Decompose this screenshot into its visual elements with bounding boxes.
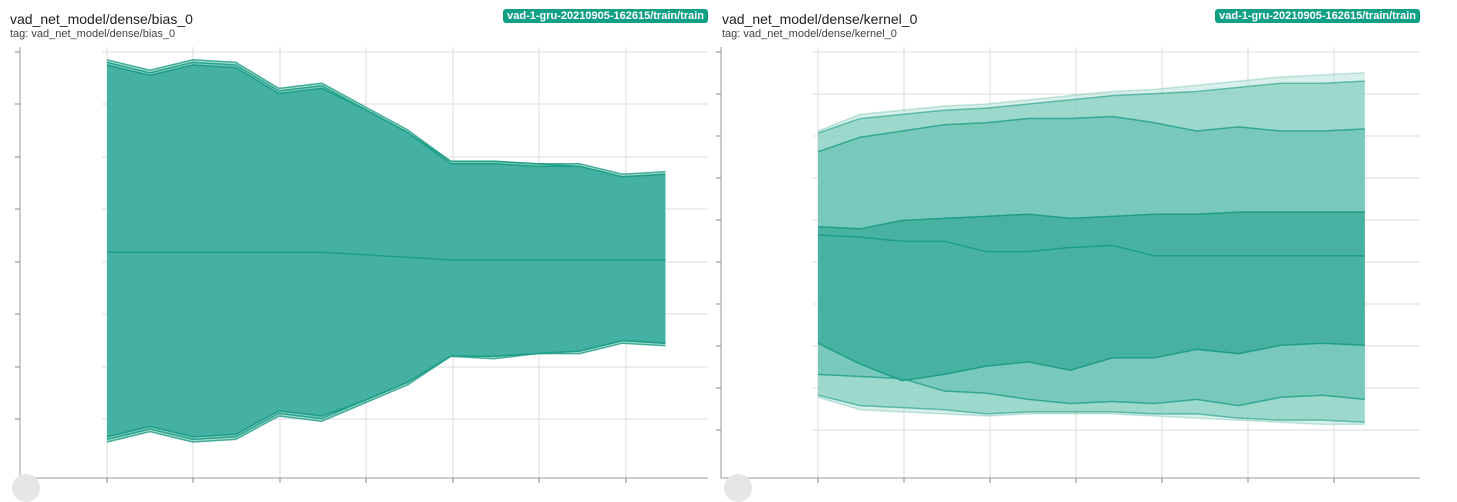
chart-title: vad_net_model/dense/bias_0	[10, 11, 193, 27]
band-edge-p84_p16-upper	[817, 115, 1365, 153]
band-edge-max_min-upper	[106, 59, 666, 175]
band-edge-p84_p16-lower	[817, 373, 1365, 407]
band-edge-max_min-lower	[817, 396, 1365, 426]
kernel-chart-card: vad_net_model/dense/kernel_0 tag: vad_ne…	[712, 0, 1420, 502]
median-line	[817, 234, 1365, 257]
band-edge-p69_p31-lower	[817, 342, 1365, 382]
band-p84_p16	[107, 65, 666, 437]
kernel-distribution-chart	[716, 47, 1420, 483]
band-edge-p69_p31-upper	[817, 211, 1365, 230]
band-p69_p31	[818, 212, 1365, 381]
band-edge-p84_p16-upper	[106, 64, 666, 178]
run-chip[interactable]: vad-1-gru-20210905-162615/train/train	[1215, 9, 1420, 23]
median-line	[107, 251, 666, 261]
expand-icon[interactable]	[12, 474, 40, 502]
band-edge-max_min-lower	[106, 342, 666, 443]
expand-icon[interactable]	[724, 474, 752, 502]
bias-chart-card: vad_net_model/dense/bias_0 tag: vad_net_…	[0, 0, 708, 502]
band-edge-p84_p16-lower	[106, 339, 666, 438]
band-edge-p93_p7-lower	[817, 394, 1365, 423]
run-chip[interactable]: vad-1-gru-20210905-162615/train/train	[503, 9, 708, 23]
chart-tag: tag: vad_net_model/dense/bias_0	[10, 28, 176, 40]
band-edge-p93_p7-upper	[817, 80, 1365, 134]
bias-distribution-chart	[15, 47, 708, 483]
band-edge-max_min-upper	[817, 72, 1365, 132]
chart-title: vad_net_model/dense/kernel_0	[722, 11, 918, 27]
chart-tag: tag: vad_net_model/dense/kernel_0	[722, 28, 897, 40]
